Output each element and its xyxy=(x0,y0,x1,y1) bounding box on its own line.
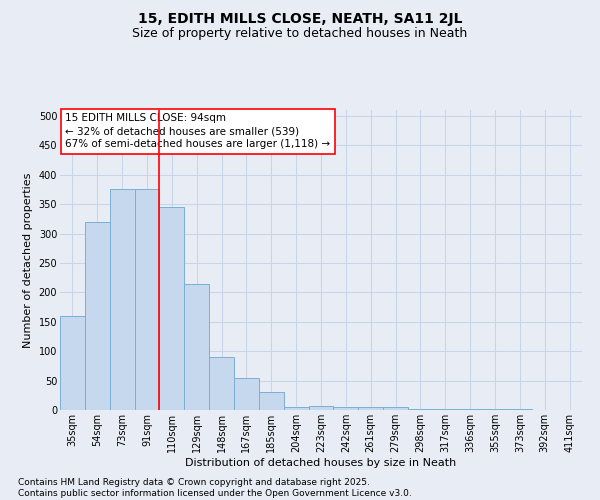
Bar xyxy=(60,316,85,410)
Bar xyxy=(259,392,284,410)
Bar xyxy=(408,409,433,410)
X-axis label: Distribution of detached houses by size in Neath: Distribution of detached houses by size … xyxy=(185,458,457,468)
Bar xyxy=(134,190,160,410)
Text: Contains HM Land Registry data © Crown copyright and database right 2025.
Contai: Contains HM Land Registry data © Crown c… xyxy=(18,478,412,498)
Bar xyxy=(184,284,209,410)
Text: 15, EDITH MILLS CLOSE, NEATH, SA11 2JL: 15, EDITH MILLS CLOSE, NEATH, SA11 2JL xyxy=(138,12,462,26)
Bar xyxy=(308,406,334,410)
Bar xyxy=(383,407,408,410)
Bar xyxy=(110,190,134,410)
Bar xyxy=(358,407,383,410)
Bar xyxy=(234,378,259,410)
Text: 15 EDITH MILLS CLOSE: 94sqm
← 32% of detached houses are smaller (539)
67% of se: 15 EDITH MILLS CLOSE: 94sqm ← 32% of det… xyxy=(65,113,331,150)
Bar xyxy=(85,222,110,410)
Bar xyxy=(284,407,308,410)
Y-axis label: Number of detached properties: Number of detached properties xyxy=(23,172,33,348)
Bar xyxy=(209,357,234,410)
Bar xyxy=(433,409,458,410)
Bar xyxy=(160,207,184,410)
Text: Size of property relative to detached houses in Neath: Size of property relative to detached ho… xyxy=(133,28,467,40)
Bar xyxy=(334,407,358,410)
